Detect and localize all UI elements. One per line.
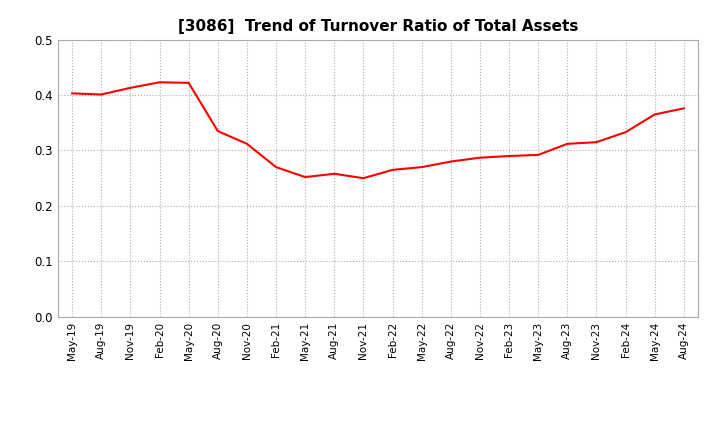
Title: [3086]  Trend of Turnover Ratio of Total Assets: [3086] Trend of Turnover Ratio of Total … (178, 19, 578, 34)
